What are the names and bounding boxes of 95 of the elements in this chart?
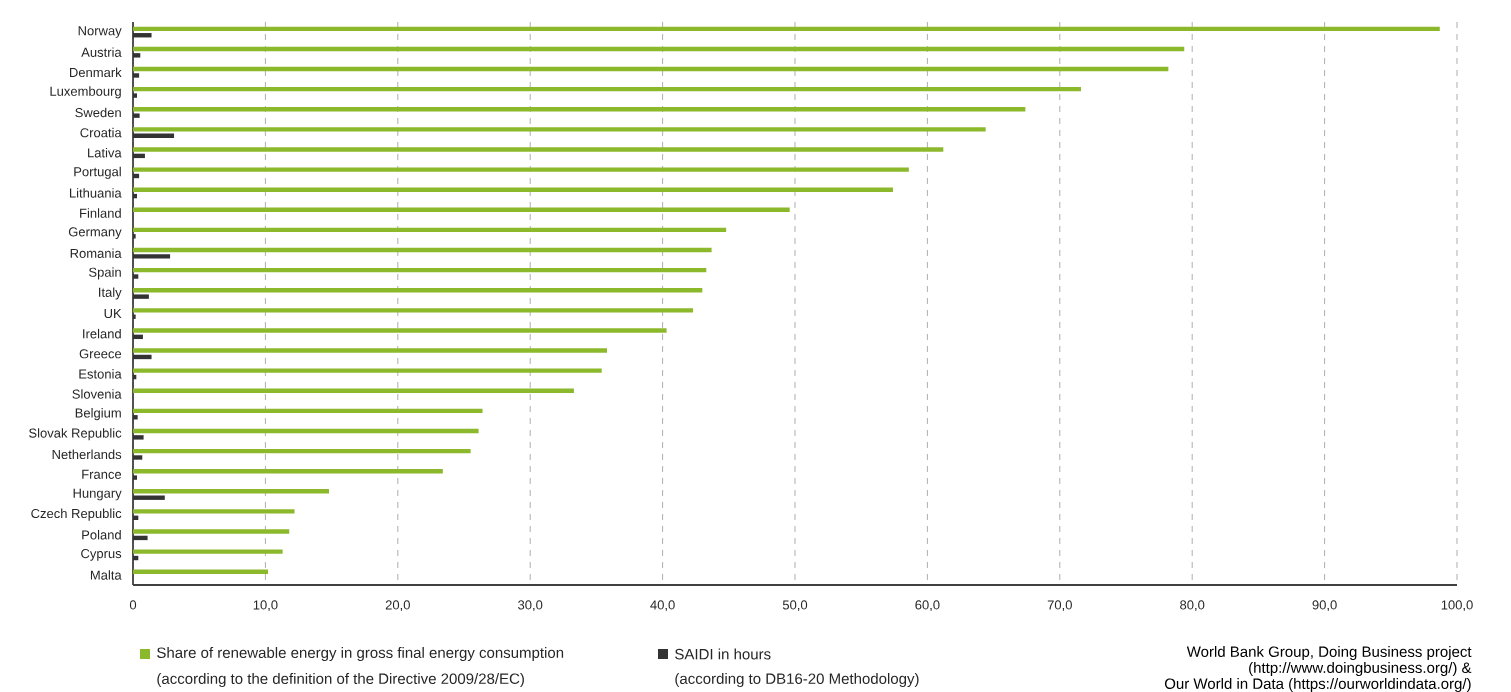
bar [133,254,171,259]
bar [133,167,909,172]
bar [133,133,175,138]
bar [133,294,149,299]
bar [133,489,329,494]
bar [133,475,137,480]
bar [133,569,269,574]
bar [133,187,893,192]
bar [133,334,143,340]
bar [133,153,145,159]
bar [133,509,295,514]
y-tick-label: Greece [79,349,122,359]
y-tick-label: Austria [81,47,122,57]
x-tick-label: 20,0 [385,600,410,612]
bar [133,348,607,353]
y-tick-label: Estonia [79,369,122,379]
bar [133,73,140,78]
bar [133,247,712,253]
bar [133,388,574,393]
y-tick-label: Malta [90,570,122,580]
bar [133,147,944,152]
bar [133,368,602,373]
bar [133,274,139,279]
x-tick-label: 80,0 [1180,600,1205,612]
y-tick-label: Norway [78,26,122,38]
y-tick-label: Slovak Republic [29,428,122,441]
y-tick-label: Luxembourg [50,86,121,99]
bar [133,314,136,319]
bar [133,469,443,474]
bar [133,455,143,460]
text: (according to the definition of the Directive 2009/28/EC) [157,673,524,687]
legend-label: SAIDI in hours [675,648,771,660]
y-tick-label: Sweden [75,107,121,118]
bar [133,415,138,420]
bar [133,234,136,239]
y-tick-label: Cyprus [81,548,122,561]
y-tick-label: Spain [89,267,121,280]
y-tick-label: Netherlands [52,449,122,460]
y-tick-label: Denmark [70,67,122,78]
x-tick-label: 50,0 [782,600,808,612]
y-tick-label: Ireland [83,328,121,339]
text: World Bank Group, Doing Business project [1186,646,1472,660]
bar [133,227,727,233]
bar [133,529,290,534]
y-tick-label: Belgium [75,408,121,421]
y-tick-label: Lithuania [69,188,122,198]
y-tick-label: Croatia [80,127,122,138]
text: (according to DB16-20 Methodology) [675,673,919,687]
bar [133,33,152,38]
x-tick-label: 10,0 [253,600,278,612]
bar [133,549,283,554]
y-tick-label: Slovenia [72,389,122,399]
bar [133,46,1185,52]
bar [133,66,1169,72]
y-tick-label: France [82,469,122,479]
bar [133,328,667,333]
bar [133,428,479,434]
bar [133,53,141,58]
y-tick-label: Hungary [73,488,122,501]
bar [133,207,790,213]
bar [133,288,703,293]
y-tick-label: Lativa [88,147,122,158]
y-tick-label: UK [104,309,122,319]
y-tick-label: Czech Republic [31,508,122,521]
bar [133,107,1026,112]
x-tick-label: 30,0 [518,600,543,612]
bar [133,354,152,360]
bar [133,26,1440,32]
bar [133,193,137,199]
bar [133,86,1081,92]
text: (http://www.doingbusiness.org/) & [1249,662,1472,676]
x-tick-label: 70,0 [1047,600,1072,612]
bar [133,127,986,132]
bar [133,308,694,313]
bar [133,435,144,440]
x-tick-label: 90,0 [1312,600,1337,612]
x-tick-label: 60,0 [915,600,940,612]
bar [133,267,707,273]
bar [133,495,165,500]
y-tick-label: Romania [70,248,122,259]
bar [133,408,483,414]
y-tick-label: Germany [68,227,122,240]
x-tick-label: 0 [129,600,137,610]
x-tick-label: 100,0 [1441,600,1473,612]
y-tick-label: Portugal [74,166,121,179]
y-tick-label: Italy [99,287,122,300]
bar [133,448,471,454]
y-tick-label: Poland [82,529,121,540]
bar [133,535,148,541]
y-tick-label: Finland [80,208,121,218]
legend-label: Share of renewable energy in gross final energy consumption [157,647,564,661]
bar [133,113,140,118]
text: Our World in Data (https://ourworldindata.org/) [1164,678,1471,692]
x-tick-label: 40,0 [650,600,675,612]
bar [133,93,137,98]
